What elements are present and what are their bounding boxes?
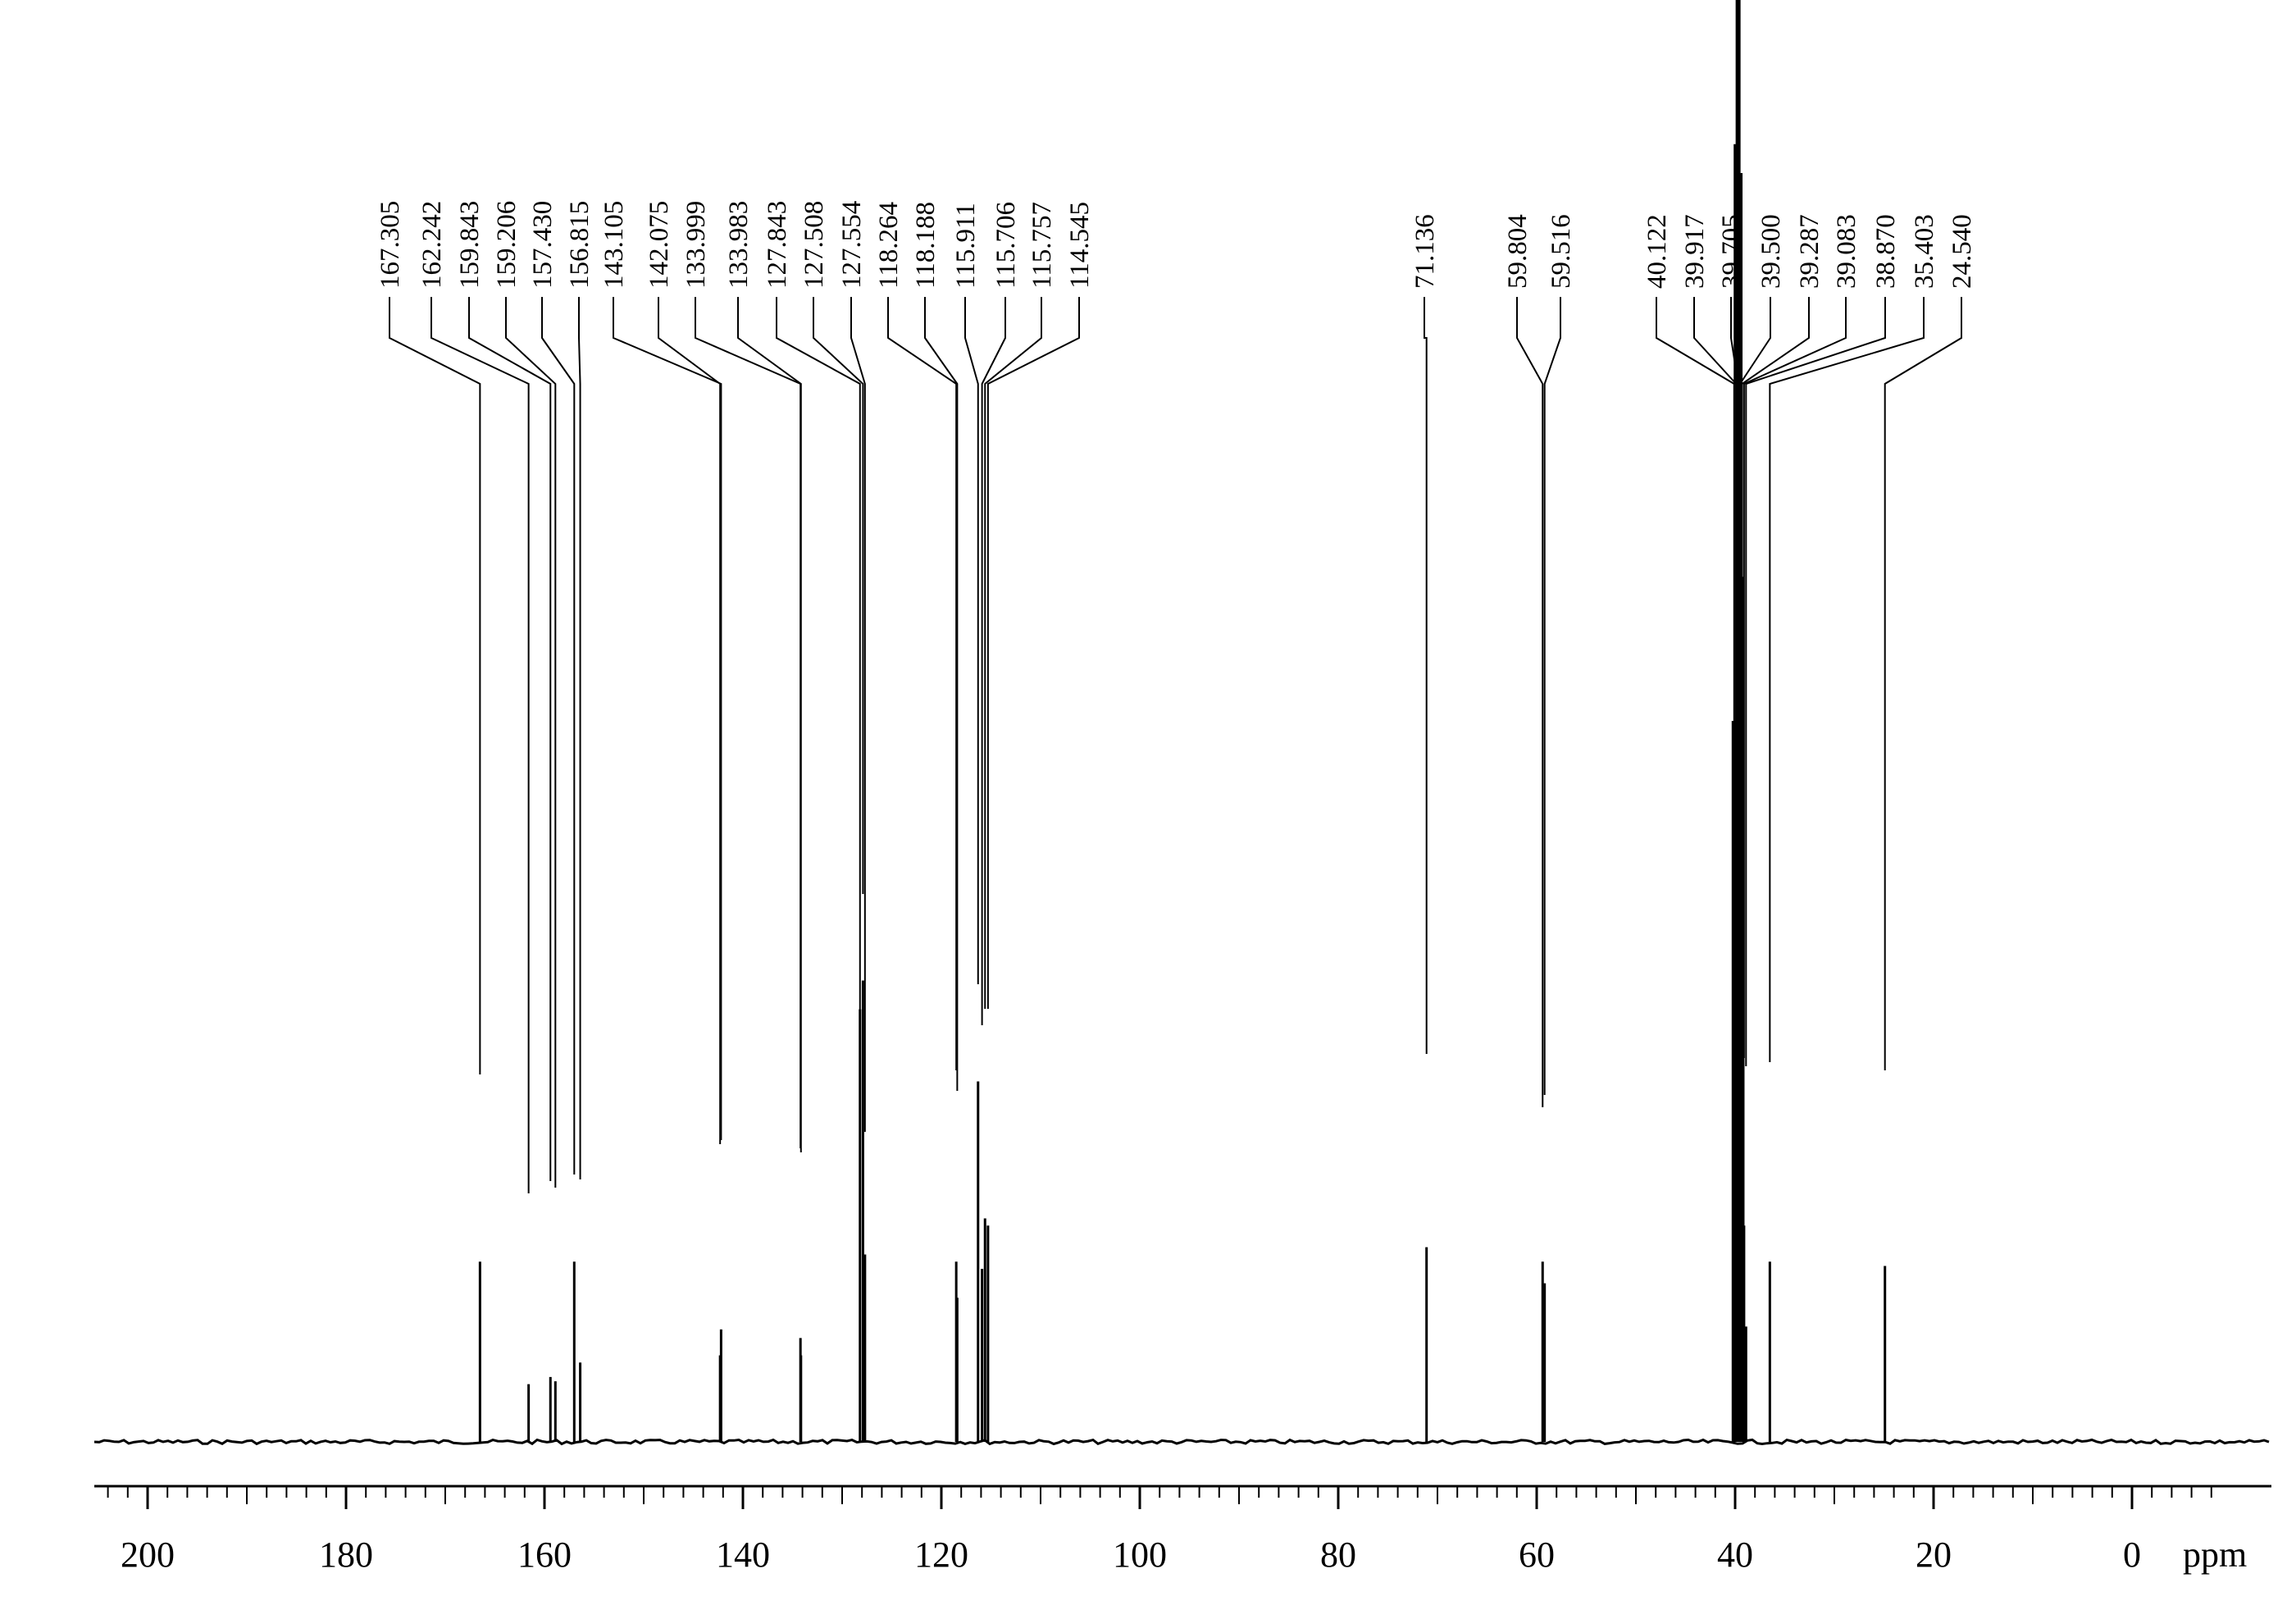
x-tick-label: 160 bbox=[517, 1535, 572, 1575]
peak-label-3: 159.206 bbox=[492, 201, 522, 289]
peak-leader-9 bbox=[737, 297, 802, 1152]
x-axis: 200 180 160 140 120 100 80 60 40 20 0 bbox=[94, 1485, 2271, 1575]
peak-labels: 167.305 162.242 159.843 159.206 157.430 156.8… bbox=[376, 201, 1977, 289]
x-tick-label: 180 bbox=[319, 1535, 373, 1575]
peak-label-25: 39.500 bbox=[1756, 214, 1786, 289]
peak-label-8: 133.999 bbox=[681, 201, 711, 289]
peak-leader-4 bbox=[541, 297, 576, 1175]
peak-label-23: 39.917 bbox=[1680, 214, 1710, 289]
peak-label-0: 167.305 bbox=[376, 201, 405, 289]
peak-label-13: 118.264 bbox=[874, 202, 904, 289]
peak-label-6: 143.105 bbox=[599, 201, 629, 289]
peak-label-15: 115.911 bbox=[951, 203, 981, 289]
peak-leader-29 bbox=[1769, 297, 1925, 1062]
peak-leader-22 bbox=[1656, 297, 1735, 984]
x-tick-label: 100 bbox=[1113, 1535, 1167, 1575]
peak-leader-17 bbox=[984, 297, 1042, 1009]
peak-leader-19 bbox=[1424, 297, 1428, 1054]
x-axis-unit-label: ppm bbox=[2183, 1535, 2247, 1575]
peak-label-20: 59.804 bbox=[1503, 214, 1533, 289]
peak-leader-28 bbox=[1745, 297, 1886, 1066]
peak-label-19: 71.136 bbox=[1410, 214, 1440, 289]
peak-leader-2 bbox=[468, 297, 552, 1181]
x-tick-label: 140 bbox=[716, 1535, 770, 1575]
peak-label-2: 159.843 bbox=[455, 201, 485, 289]
peak-label-26: 39.287 bbox=[1795, 214, 1824, 289]
peak-leader-12 bbox=[850, 297, 866, 1132]
spectrum-trace bbox=[93, 1438, 2270, 1446]
peak-label-4: 157.430 bbox=[528, 201, 558, 289]
peak-leader-26 bbox=[1741, 297, 1810, 984]
peak-leader-3 bbox=[505, 297, 557, 1188]
x-tick-label: 40 bbox=[1717, 1535, 1753, 1575]
x-tick-label: 120 bbox=[914, 1535, 968, 1575]
peak-label-9: 133.983 bbox=[724, 201, 754, 289]
peak-label-21: 59.516 bbox=[1547, 214, 1576, 289]
peak-label-14: 118.188 bbox=[911, 202, 941, 289]
peak-label-28: 38.870 bbox=[1871, 214, 1901, 289]
peak-label-1: 162.242 bbox=[417, 201, 447, 289]
peak-leader-13 bbox=[887, 297, 958, 1070]
x-tick-label: 60 bbox=[1519, 1535, 1555, 1575]
x-tick-label: 0 bbox=[2123, 1535, 2141, 1575]
peak-leader-8 bbox=[695, 297, 802, 1148]
peak-leader-16 bbox=[981, 297, 1006, 1025]
peak-leader-27 bbox=[1742, 297, 1847, 1058]
peak-label-11: 127.508 bbox=[800, 201, 829, 289]
peak-label-7: 142.075 bbox=[645, 201, 674, 289]
peak-leader-5 bbox=[578, 297, 581, 1179]
peak-label-17: 115.757 bbox=[1027, 202, 1057, 289]
peak-leader-14 bbox=[924, 297, 959, 1091]
peak-leader-7 bbox=[658, 297, 722, 1144]
peak-label-5: 156.815 bbox=[565, 201, 594, 289]
x-tick-label: 80 bbox=[1320, 1535, 1356, 1575]
peak-leader-11 bbox=[813, 297, 864, 894]
x-tick-label: 200 bbox=[121, 1535, 175, 1575]
peak-label-30: 24.540 bbox=[1947, 214, 1977, 289]
peak-leader-20 bbox=[1516, 297, 1544, 1107]
peak-leader-6 bbox=[613, 297, 722, 1140]
x-tick-label: 20 bbox=[1916, 1535, 1952, 1575]
peak-lines bbox=[389, 297, 1962, 1193]
peak-label-22: 40.122 bbox=[1642, 214, 1672, 289]
spectrum-peaks bbox=[478, 0, 1887, 1442]
peak-label-10: 127.843 bbox=[763, 201, 792, 289]
peak-label-27: 39.083 bbox=[1832, 214, 1861, 289]
peak-leader-21 bbox=[1543, 297, 1561, 1095]
peak-label-29: 35.403 bbox=[1910, 214, 1939, 289]
peak-leader-18 bbox=[986, 297, 1080, 1009]
peak-leader-30 bbox=[1884, 297, 1962, 1070]
peak-label-16: 115.706 bbox=[991, 202, 1021, 289]
peak-leader-15 bbox=[964, 297, 979, 984]
peak-leader-0 bbox=[389, 297, 481, 1074]
peak-leader-1 bbox=[430, 297, 530, 1193]
peak-leader-10 bbox=[776, 297, 861, 1017]
peak-label-18: 114.545 bbox=[1065, 202, 1095, 289]
peak-label-12: 127.554 bbox=[837, 201, 867, 289]
